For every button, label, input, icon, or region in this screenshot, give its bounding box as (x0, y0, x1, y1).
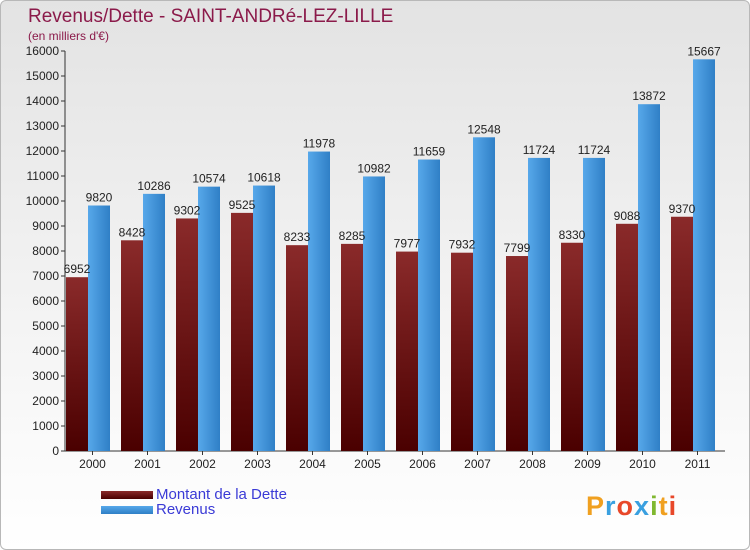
bar-debt (286, 245, 308, 451)
value-label-debt: 7932 (449, 238, 476, 252)
bar-revenue (143, 193, 165, 451)
y-tick-label: 12000 (26, 144, 60, 158)
bar-revenue (473, 137, 495, 452)
bar-debt (506, 256, 528, 451)
bar-debt (616, 223, 638, 451)
x-tick-label: 2010 (629, 457, 656, 471)
bar-revenue (308, 151, 330, 452)
x-tick-label: 2003 (244, 457, 271, 471)
value-label-revenue: 11659 (413, 145, 446, 159)
y-tick-label: 14000 (26, 94, 60, 108)
value-label-revenue: 12548 (467, 122, 501, 136)
bar-debt (671, 216, 693, 451)
value-label-debt: 8285 (339, 229, 366, 243)
x-tick-label: 2007 (464, 457, 491, 471)
logo-letter: i (668, 491, 678, 521)
bar-debt (341, 243, 363, 451)
bar-revenue (528, 157, 550, 451)
legend-label-debt: Montant de la Dette (156, 486, 287, 503)
bar-debt (396, 251, 418, 451)
y-tick-label: 16000 (26, 44, 60, 58)
value-label-revenue: 11724 (578, 143, 611, 157)
y-tick-label: 9000 (32, 219, 59, 233)
x-tick-label: 2009 (574, 457, 601, 471)
legend-swatch-revenue (101, 506, 153, 514)
y-tick-label: 8000 (32, 244, 59, 258)
logo-letter: r (605, 491, 617, 521)
value-label-debt: 7799 (504, 241, 531, 255)
value-label-debt: 7977 (394, 237, 421, 251)
y-tick-label: 3000 (32, 369, 59, 383)
chart-subtitle: (en milliers d'€) (28, 29, 109, 43)
bar-debt (451, 252, 473, 451)
bar-revenue (638, 104, 660, 451)
value-label-debt: 8330 (559, 228, 586, 242)
bar-debt (66, 277, 88, 451)
y-tick-label: 7000 (32, 269, 59, 283)
chart-title: Revenus/Dette - SAINT-ANDRé-LEZ-LILLE (28, 6, 394, 27)
y-tick-label: 11000 (27, 169, 60, 183)
bar-debt (121, 240, 143, 451)
y-tick-label: 6000 (32, 294, 59, 308)
value-label-revenue: 9820 (86, 191, 113, 205)
logo-letter: x (634, 491, 651, 521)
value-label-debt: 6952 (64, 262, 91, 276)
value-label-revenue: 10618 (247, 171, 281, 185)
bar-revenue (418, 159, 440, 451)
value-label-revenue: 15667 (687, 44, 721, 58)
bar-revenue (253, 185, 275, 452)
bar-debt (561, 242, 583, 451)
bar-revenue (693, 59, 715, 451)
bar-revenue (363, 176, 385, 451)
y-tick-label: 5000 (32, 319, 59, 333)
value-label-debt: 9370 (669, 202, 696, 216)
logo-letter: o (616, 491, 635, 521)
y-tick-label: 2000 (32, 394, 59, 408)
value-label-revenue: 10574 (192, 172, 226, 186)
y-tick-label: 15000 (26, 69, 60, 83)
value-label-revenue: 10286 (137, 179, 171, 193)
value-label-debt: 9302 (174, 203, 201, 217)
x-tick-label: 2005 (354, 457, 381, 471)
x-tick-label: 2008 (519, 457, 546, 471)
y-tick-label: 0 (52, 444, 59, 458)
legend-swatch-debt (101, 491, 153, 499)
value-label-debt: 8428 (119, 225, 146, 239)
value-label-revenue: 10982 (357, 161, 391, 175)
value-label-revenue: 11978 (303, 137, 336, 151)
x-tick-label: 2004 (299, 457, 326, 471)
x-tick-label: 2006 (409, 457, 436, 471)
y-tick-label: 4000 (32, 344, 59, 358)
bar-revenue (583, 157, 605, 451)
bar-revenue (198, 186, 220, 451)
legend-label-revenue: Revenus (156, 501, 216, 518)
x-tick-label: 2011 (685, 457, 711, 471)
logo-letter: P (586, 491, 606, 521)
x-tick-label: 2000 (79, 457, 106, 471)
bar-revenue (88, 205, 110, 451)
x-tick-label: 2002 (189, 457, 216, 471)
bar-debt (176, 218, 198, 451)
y-tick-label: 10000 (26, 194, 60, 208)
bar-debt (231, 212, 253, 451)
x-tick-label: 2001 (134, 457, 161, 471)
proxiti-logo: Proxiti (586, 491, 677, 522)
value-label-revenue: 13872 (632, 89, 666, 103)
value-label-revenue: 11724 (523, 143, 556, 157)
y-tick-label: 13000 (26, 119, 60, 133)
value-label-debt: 8233 (284, 230, 311, 244)
y-tick-label: 1000 (32, 419, 59, 433)
logo-letter: t (658, 491, 669, 521)
value-label-debt: 9525 (229, 198, 256, 212)
logo-letter: i (650, 491, 659, 521)
value-label-debt: 9088 (614, 209, 641, 223)
